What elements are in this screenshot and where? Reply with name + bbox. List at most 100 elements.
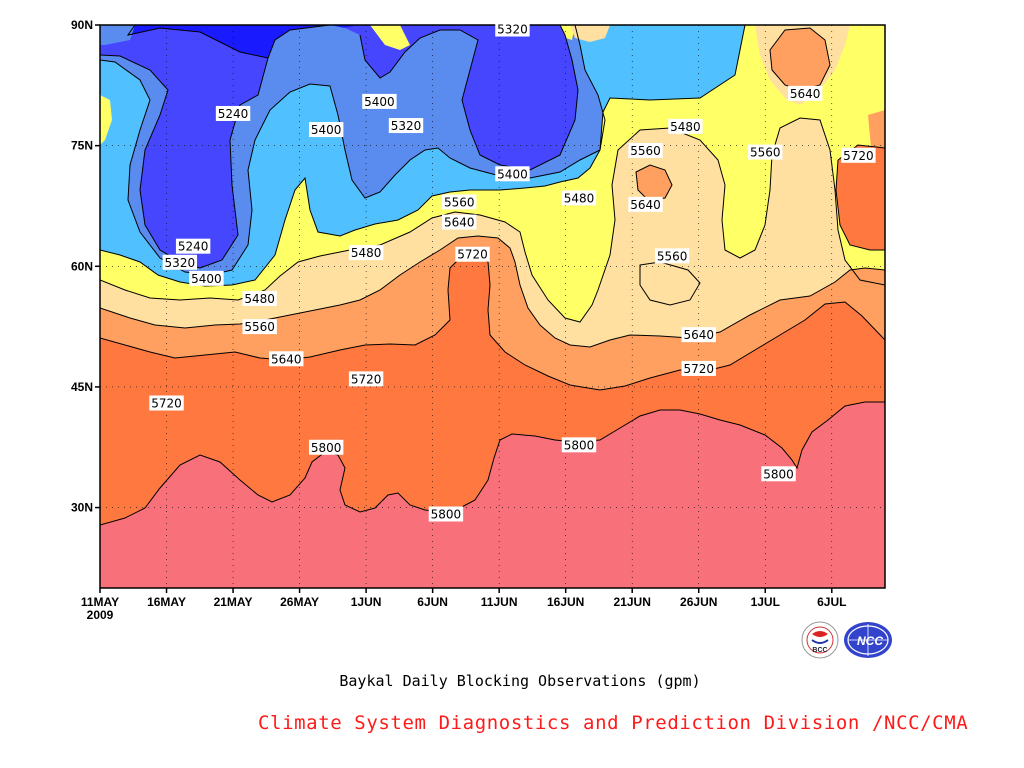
contour-label: 5240 — [178, 240, 209, 254]
contour-label: 5800 — [763, 467, 794, 481]
contour-line-5560 — [100, 117, 885, 323]
contour-label-box — [495, 166, 530, 182]
x-tick-label: 16MAY — [147, 595, 186, 609]
contour-label-box — [242, 290, 277, 306]
band-5800 — [100, 402, 885, 588]
contour-label: 5320 — [165, 256, 196, 270]
y-tick-label: 75N — [71, 139, 93, 153]
x-tick-label: 21MAY — [214, 595, 253, 609]
contour-label: 5480 — [564, 191, 595, 205]
contour-line-5480 — [100, 25, 746, 287]
contour-label: 5720 — [457, 248, 488, 262]
contour-label-box — [388, 118, 424, 134]
x-tick-label: 6JUL — [817, 595, 846, 609]
y-tick-label: 90N — [71, 18, 93, 32]
contour-label-box — [841, 147, 876, 163]
contour-line-5320 — [100, 25, 331, 269]
logos: BCC NCC — [800, 618, 900, 672]
bcc-logo: BCC — [801, 621, 839, 659]
contour-label: 5480 — [351, 246, 382, 260]
x-tick-label: 6JUN — [417, 595, 448, 609]
contour-label: 5800 — [431, 508, 462, 522]
contour-label: 5560 — [750, 146, 781, 160]
contour-label: 5400 — [497, 167, 528, 181]
x-tick-label: 1JUL — [751, 595, 780, 609]
contour-labels: 5240 5240 5320 5400 5480 5560 5640 5720 5720 5400… — [149, 21, 876, 522]
y-axis: 30N 45N 60N 75N 90N — [71, 18, 100, 515]
contour-label-box — [668, 118, 703, 134]
x-tick-label: 11JUN — [481, 595, 518, 609]
x-axis: 11MAY 16MAY 21MAY 26MAY 1JUN 6JUN 11JUN 16JUN 21… — [81, 588, 846, 622]
contour-line-5560-s — [639, 261, 701, 306]
contour-label-box — [308, 122, 344, 138]
contour-label: 5720 — [351, 372, 382, 386]
contour-label: 5640 — [790, 87, 821, 101]
contour-line-5800 — [100, 401, 885, 526]
contour-label-box — [242, 319, 277, 335]
contour-label-box — [215, 105, 251, 121]
contour-label: 5640 — [683, 328, 714, 342]
contour-label-box — [442, 214, 477, 230]
contour-label: 5480 — [670, 120, 701, 134]
contour-label-box — [189, 270, 224, 286]
y-tick-label: 60N — [71, 259, 93, 273]
contour-label-box — [308, 439, 344, 455]
x-tick-label: 26MAY — [280, 595, 319, 609]
contour-label-box — [455, 246, 490, 262]
contour-label: 5720 — [843, 149, 874, 163]
contour-label-box — [495, 21, 530, 37]
contour-fill-layers — [100, 25, 885, 588]
contour-label-box — [654, 248, 690, 264]
contour-label: 5560 — [657, 249, 688, 263]
x-tick-label: 21JUN — [614, 595, 651, 609]
y-tick-label: 30N — [71, 501, 93, 515]
y-tick-label: 45N — [71, 380, 93, 394]
x-year-label: 2009 — [87, 608, 114, 622]
contour-label: 5800 — [311, 441, 342, 455]
x-tick-label: 1JUN — [351, 595, 382, 609]
contour-label-box — [681, 327, 716, 343]
contour-label: 5640 — [444, 216, 475, 230]
contour-label-box — [628, 196, 663, 212]
contour-label: 5400 — [364, 95, 395, 109]
contour-label-box — [428, 506, 464, 522]
contour-label: 5800 — [564, 438, 595, 452]
contour-label: 5720 — [151, 397, 182, 411]
ncc-logo-text: NCC — [857, 634, 883, 648]
contour-label: 5320 — [391, 119, 422, 133]
contour-line-5320b — [359, 25, 579, 171]
contour-label-box — [628, 142, 663, 158]
contour-label-box — [362, 93, 397, 109]
contour-label: 5640 — [630, 198, 661, 212]
contour-line-5640-s — [635, 164, 673, 201]
contour-label: 5400 — [311, 123, 342, 137]
bcc-logo-text: BCC — [812, 647, 827, 654]
contour-label: 5560 — [630, 144, 661, 158]
x-tick-label: 11MAY — [81, 595, 119, 609]
contour-label-box — [748, 144, 783, 160]
x-tick-label: 16JUN — [547, 595, 584, 609]
contour-label-box — [681, 360, 716, 376]
contour-label-box — [162, 254, 198, 270]
contour-label-box — [348, 371, 384, 387]
plot-frame — [99, 24, 886, 589]
contour-label-box — [787, 85, 823, 101]
contour-label: 5400 — [191, 272, 222, 286]
contour-label: 5480 — [244, 292, 275, 306]
contour-label: 5320 — [497, 23, 528, 37]
contour-label-box — [269, 351, 304, 367]
contour-label: 5240 — [218, 107, 249, 121]
contour-label: 5560 — [444, 195, 475, 209]
contour-label-box — [175, 238, 211, 254]
contour-label-box — [761, 466, 796, 482]
contour-label-box — [442, 194, 477, 210]
contour-label: 5720 — [683, 362, 714, 376]
contour-line-5400 — [100, 25, 606, 276]
contour-label-box — [348, 245, 384, 261]
ncc-logo: NCC — [844, 622, 892, 658]
contour-label-box — [561, 437, 597, 453]
x-tick-label: 26JUN — [680, 595, 717, 609]
contour-label-box — [149, 395, 184, 411]
contour-label-box — [561, 190, 597, 206]
